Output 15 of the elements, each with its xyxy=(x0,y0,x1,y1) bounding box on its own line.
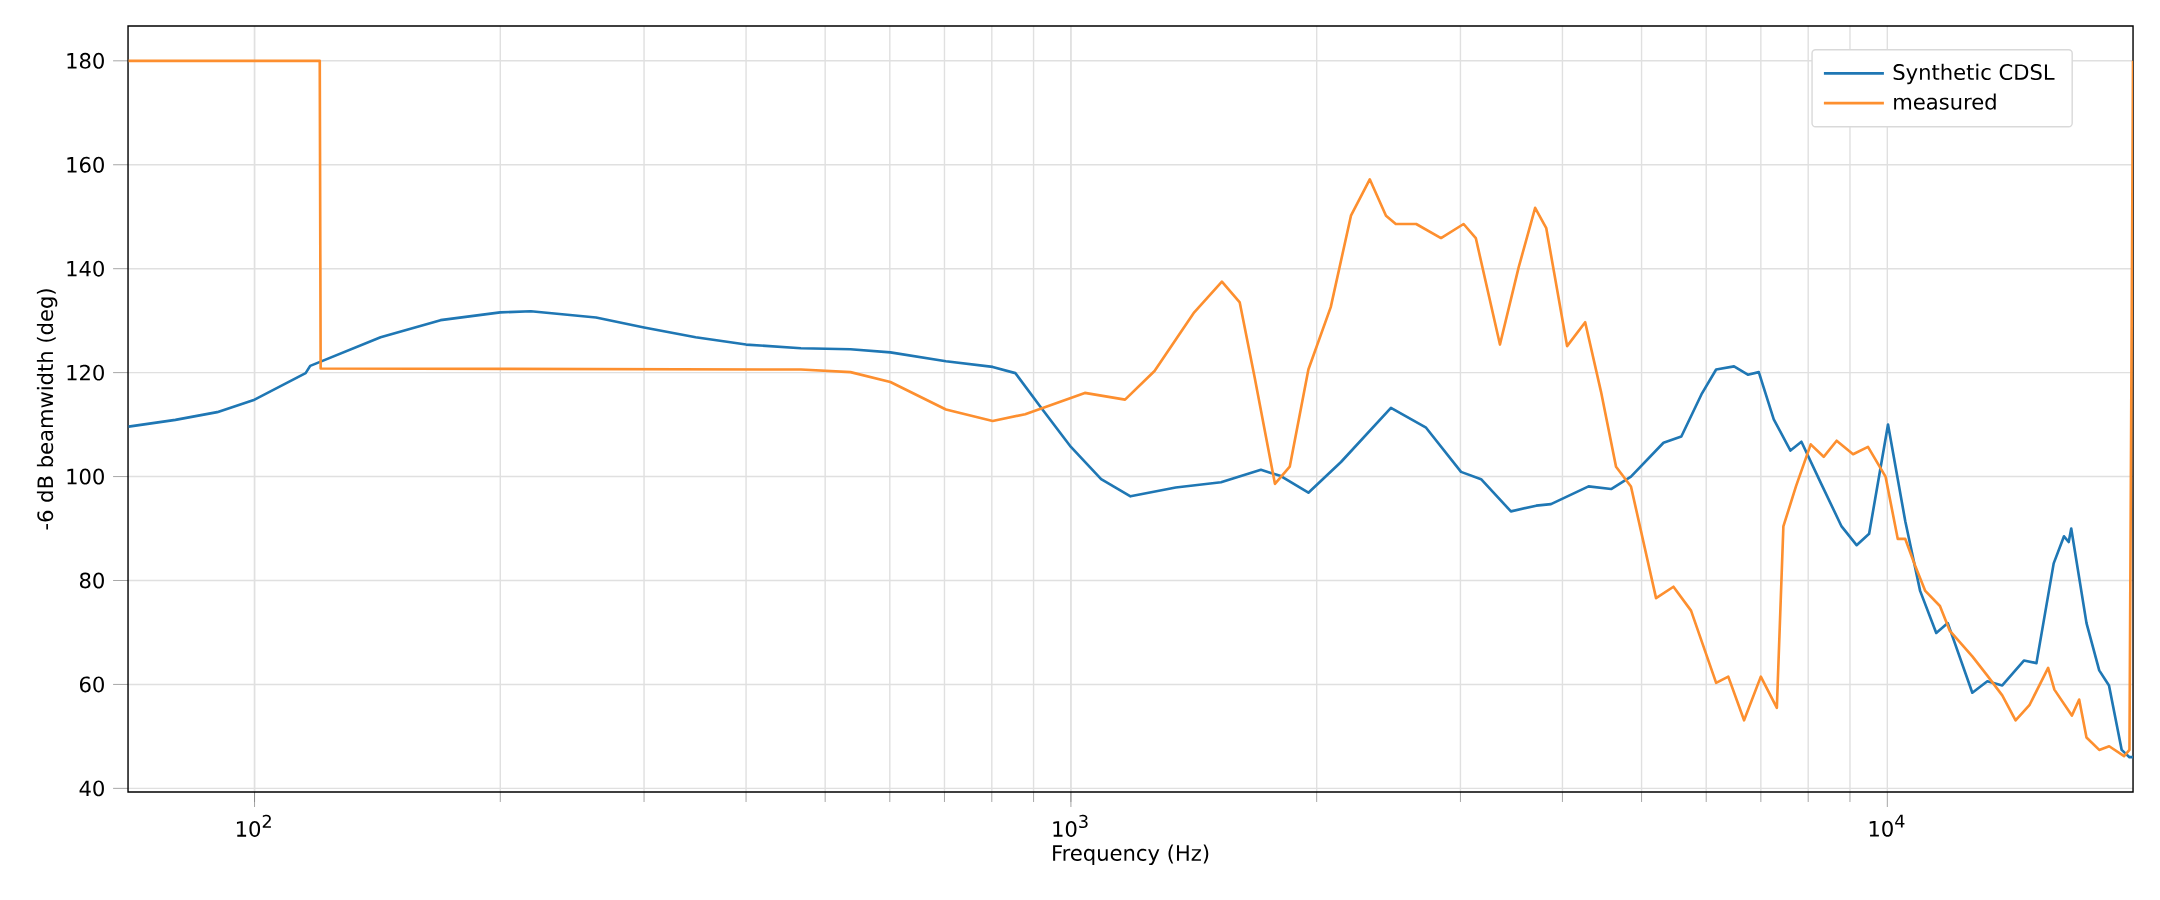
legend-label: Synthetic CDSL xyxy=(1893,63,2055,85)
y-tick-label: 40 xyxy=(79,780,104,797)
legend-label: measured xyxy=(1894,93,1996,110)
y-tick-label: 180 xyxy=(67,52,104,69)
x-tick-label: 10$^{3}$ xyxy=(1053,814,1088,837)
y-tick-label: 120 xyxy=(67,364,104,381)
y-axis-title: -6 dB beamwidth (deg) xyxy=(36,289,58,530)
x-tick-label: 10$^{4}$ xyxy=(1869,814,1905,837)
x-axis-title: Frequency (Hz) xyxy=(1053,844,1209,866)
y-tick-label: 60 xyxy=(80,676,104,693)
y-tick-label: 100 xyxy=(67,468,104,485)
y-tick-label: 80 xyxy=(79,572,104,589)
y-tick-label: 160 xyxy=(67,156,104,173)
x-tick-label: 10$^{2}$ xyxy=(236,814,271,837)
y-tick-label: 140 xyxy=(67,260,104,277)
